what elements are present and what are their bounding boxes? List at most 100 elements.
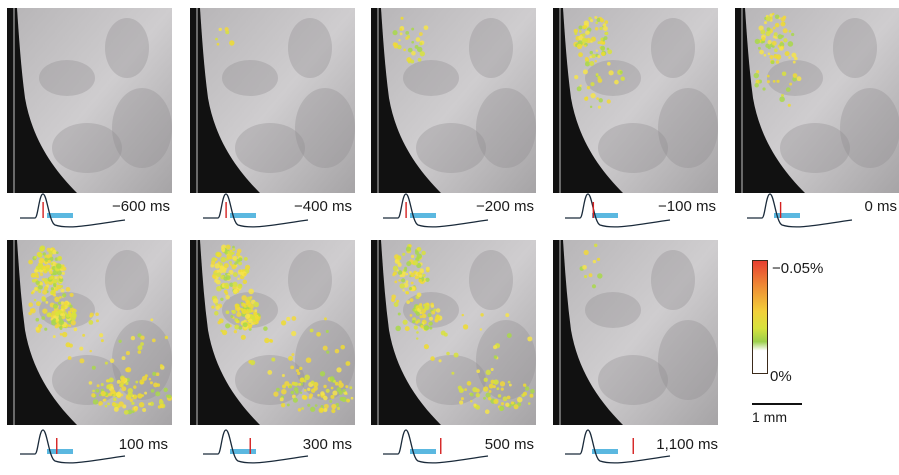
- activity-dot: [135, 380, 139, 384]
- activity-dot: [590, 19, 594, 23]
- activity-dot: [597, 78, 603, 83]
- activity-dot: [288, 385, 292, 389]
- tissue-shade: [112, 88, 172, 168]
- activity-dot: [574, 32, 578, 36]
- activity-dot: [299, 377, 305, 383]
- activity-dot: [600, 37, 604, 41]
- activity-dot: [88, 320, 94, 325]
- activity-dot: [765, 16, 772, 22]
- activity-dot: [59, 276, 63, 279]
- activity-dot: [584, 44, 587, 48]
- activity-dot: [323, 403, 329, 409]
- activity-dot: [249, 296, 253, 299]
- activity-dot: [586, 85, 591, 90]
- activity-dot: [483, 377, 488, 382]
- frame-edge-line: [13, 240, 15, 425]
- activity-dot: [396, 299, 400, 303]
- activity-dot: [109, 358, 115, 363]
- activity-dot: [756, 70, 760, 74]
- activity-dot: [754, 82, 759, 88]
- activity-dot: [522, 383, 527, 387]
- activity-dot: [111, 402, 117, 407]
- activity-dot: [791, 32, 795, 37]
- activity-dot: [298, 382, 302, 386]
- activity-dot: [604, 20, 609, 24]
- activity-dot: [216, 42, 220, 46]
- activity-dot: [792, 60, 796, 64]
- activity-dot: [120, 376, 126, 383]
- activity-dot: [493, 379, 499, 385]
- tissue-shade: [235, 123, 305, 173]
- activity-dot: [95, 312, 99, 317]
- activity-dot: [408, 244, 412, 248]
- activity-dot: [148, 377, 152, 381]
- activity-dot: [130, 335, 136, 341]
- tissue-shade: [39, 292, 95, 328]
- activity-dot: [104, 404, 108, 408]
- activity-dot: [416, 331, 419, 334]
- activity-dot: [121, 386, 127, 392]
- activity-dot: [253, 312, 258, 317]
- frame-edge-line: [741, 8, 743, 193]
- tissue-shade: [295, 88, 355, 168]
- activity-dot: [595, 73, 599, 76]
- imaging-frame-7: [190, 240, 355, 425]
- activity-dot: [28, 311, 32, 316]
- activity-dot: [137, 350, 142, 354]
- activity-dot: [597, 54, 601, 59]
- activity-dot: [588, 273, 593, 278]
- activity-dot: [254, 315, 261, 322]
- activity-dot: [423, 25, 429, 31]
- activity-dot: [125, 351, 130, 356]
- activity-dot: [50, 248, 53, 251]
- activity-dot: [226, 254, 233, 260]
- activity-dot: [107, 402, 110, 406]
- activity-dot: [59, 295, 62, 299]
- activity-dot: [229, 40, 235, 46]
- imaging-frame-5: [735, 8, 899, 193]
- activity-dot: [323, 408, 328, 413]
- activity-dot: [500, 387, 504, 391]
- activity-dot: [142, 407, 147, 412]
- activity-dot: [410, 281, 414, 285]
- colorbar-min-label: 0%: [770, 368, 792, 385]
- activity-dot: [249, 324, 253, 328]
- activity-dot: [401, 278, 406, 283]
- activity-dot: [392, 30, 398, 36]
- activity-dot: [763, 21, 768, 25]
- activity-dot: [776, 79, 780, 83]
- time-label-6: 100 ms: [118, 436, 168, 453]
- activity-dot: [234, 324, 240, 330]
- activity-dot: [413, 325, 418, 330]
- activity-dot: [63, 301, 68, 306]
- activity-dot: [775, 60, 780, 64]
- frame-edge-line: [377, 8, 379, 193]
- activity-dot: [399, 283, 405, 289]
- activity-dot: [28, 302, 33, 307]
- activity-dot: [591, 53, 596, 59]
- activity-dot: [152, 371, 157, 376]
- activity-dot: [42, 252, 46, 256]
- activity-dot: [407, 47, 413, 53]
- activity-dot: [57, 255, 63, 261]
- activity-dot: [402, 289, 405, 292]
- activity-dot: [58, 319, 65, 326]
- activity-dot: [402, 319, 408, 325]
- activity-dot: [229, 263, 233, 266]
- activity-dot: [52, 249, 57, 255]
- activity-dot: [155, 391, 161, 397]
- activity-dot: [233, 288, 238, 294]
- tissue-region: [200, 8, 355, 193]
- activity-dot: [149, 381, 153, 385]
- activity-dot: [237, 283, 243, 289]
- activity-dot: [236, 248, 242, 254]
- activity-dot: [281, 373, 285, 378]
- activity-dot: [423, 303, 427, 307]
- activity-dot: [597, 273, 603, 279]
- activity-dot: [225, 275, 231, 280]
- activity-dot: [59, 333, 63, 336]
- activity-dot: [49, 276, 53, 280]
- activity-dot: [340, 344, 346, 350]
- time-label-1: −600 ms: [112, 198, 170, 215]
- activity-dot: [140, 335, 145, 340]
